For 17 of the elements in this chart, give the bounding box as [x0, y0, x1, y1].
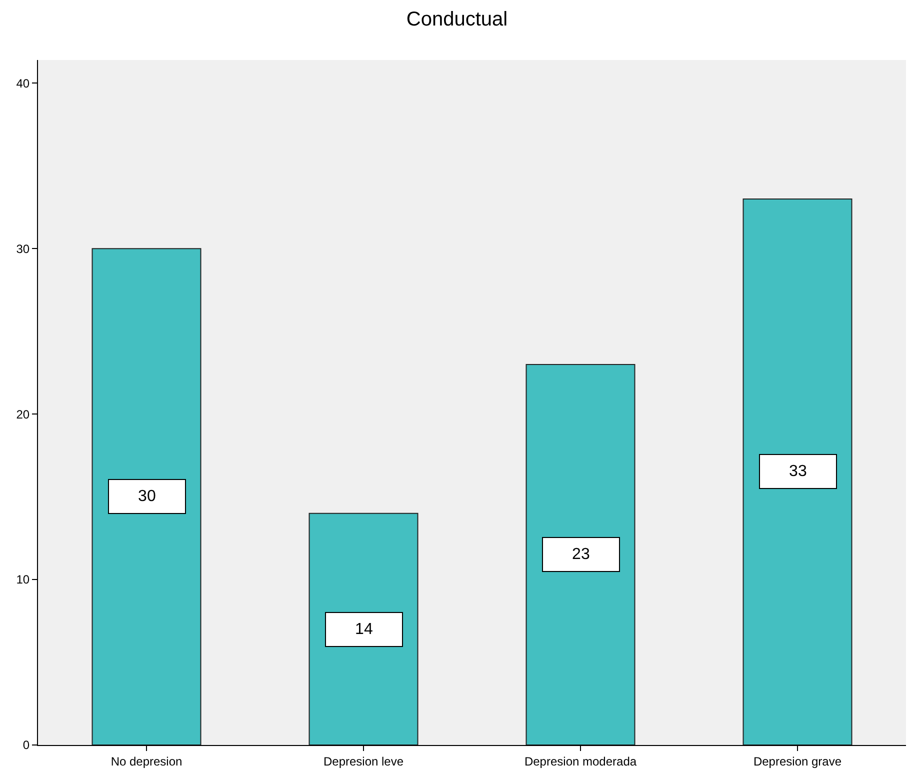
data-label: 30 — [138, 488, 156, 505]
bar — [742, 198, 852, 745]
data-label: 23 — [572, 546, 590, 563]
y-tick-label: 10 — [16, 572, 30, 587]
chart-title: Conductual — [406, 8, 508, 31]
y-tick-label: 40 — [16, 76, 30, 90]
y-tick-label: 30 — [16, 242, 30, 256]
y-tick-label: 0 — [22, 738, 30, 752]
x-tick-label: Depresion grave — [753, 754, 842, 768]
data-label: 14 — [355, 621, 373, 638]
x-tick-label: Depresion leve — [323, 754, 404, 768]
x-tick-label: No depresion — [110, 754, 182, 768]
y-tick-label: 20 — [16, 407, 30, 422]
data-label: 33 — [789, 463, 807, 480]
bar — [92, 248, 202, 745]
x-tick-label: Depresion moderada — [524, 754, 637, 768]
bar — [526, 364, 636, 745]
